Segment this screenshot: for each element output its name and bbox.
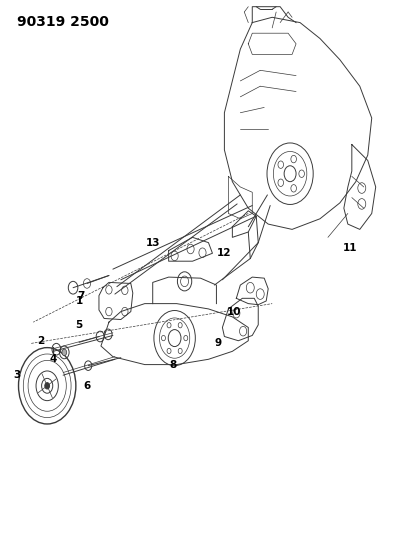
Text: 9: 9: [215, 338, 222, 349]
Text: 13: 13: [146, 238, 160, 248]
Text: 3: 3: [14, 370, 21, 380]
Text: 1: 1: [75, 296, 83, 306]
Text: 6: 6: [83, 381, 91, 391]
Text: 4: 4: [49, 354, 57, 364]
Circle shape: [45, 383, 50, 389]
Circle shape: [62, 349, 67, 356]
Text: 10: 10: [227, 306, 241, 317]
Text: 8: 8: [169, 360, 176, 369]
Text: 7: 7: [77, 290, 85, 301]
Text: 12: 12: [217, 248, 232, 259]
Text: 5: 5: [75, 320, 83, 330]
Text: 11: 11: [342, 243, 357, 253]
Text: 90319 2500: 90319 2500: [17, 14, 109, 29]
Text: 2: 2: [38, 336, 45, 346]
